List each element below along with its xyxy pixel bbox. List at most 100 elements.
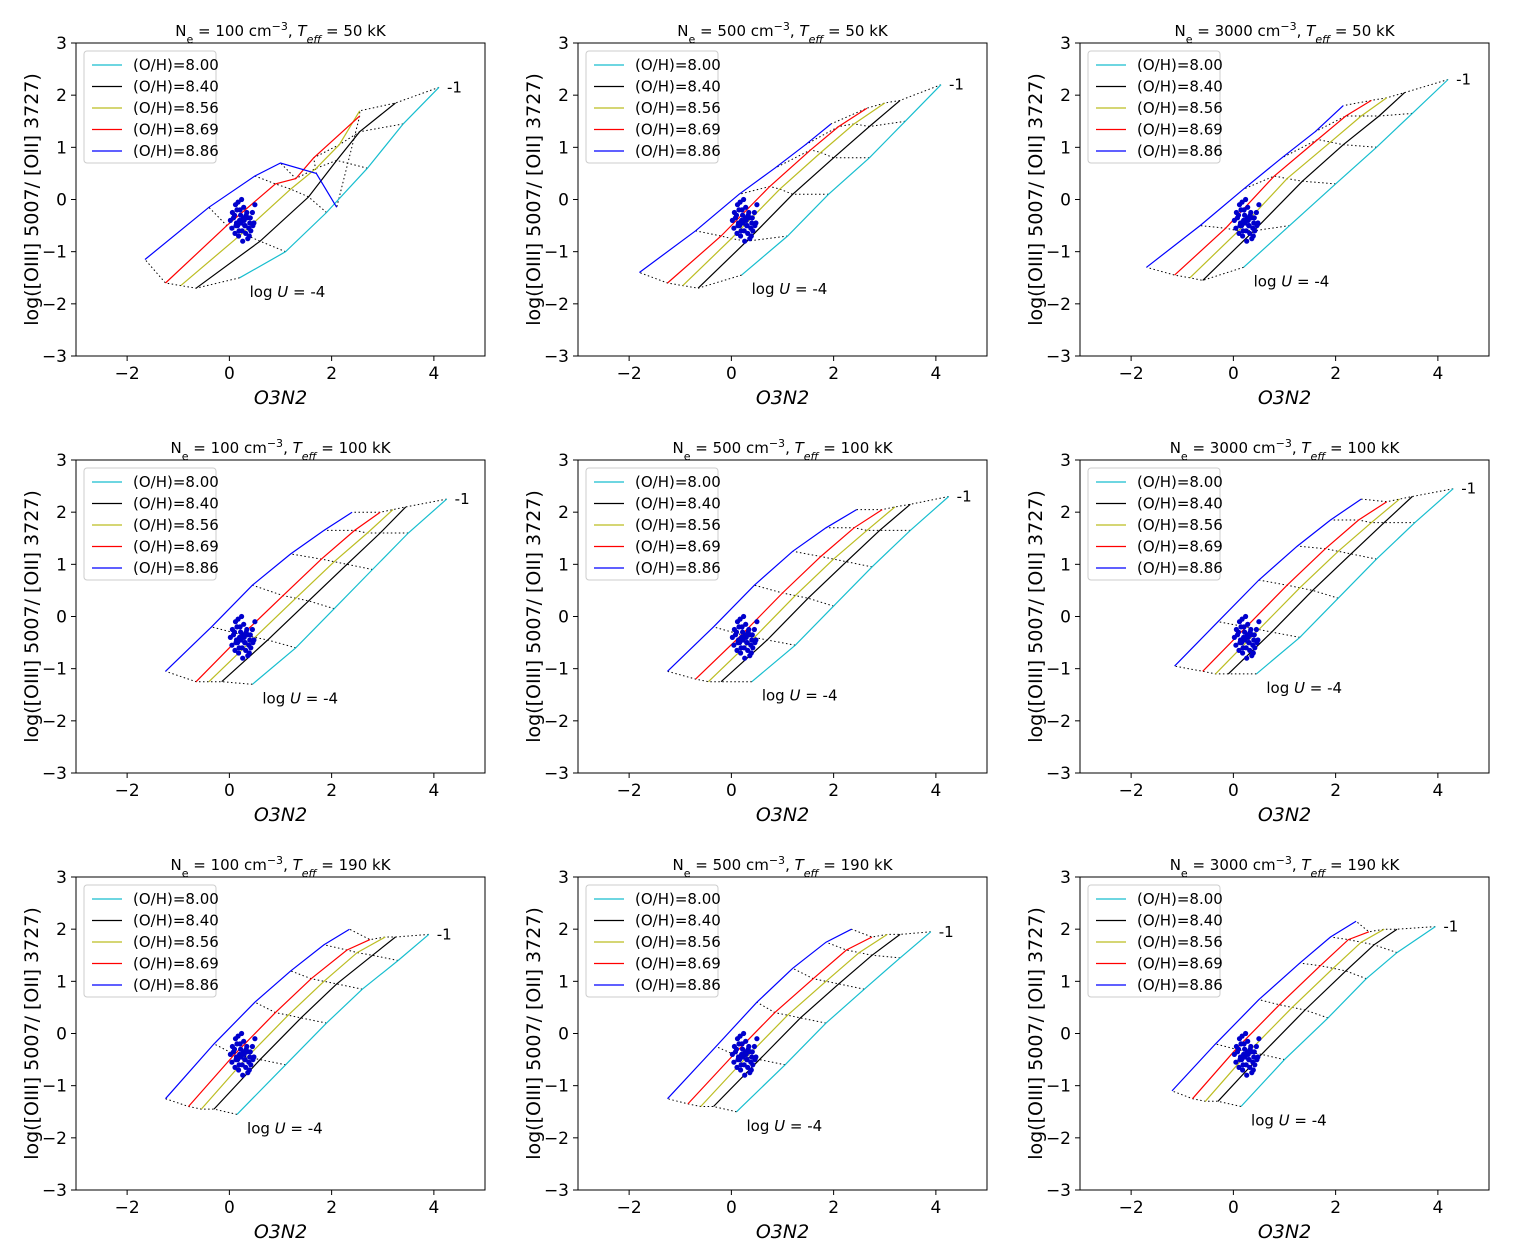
- y-tick-label: 3: [1060, 868, 1071, 888]
- panel-5: Ne = 500 cm−3, Teff = 100 kK −2 0 2 4 −3 −2 −1 0…: [523, 437, 988, 826]
- legend-label: (O/H)=8.56: [1137, 99, 1223, 117]
- observed-point: [232, 1064, 238, 1070]
- observed-point: [1233, 1059, 1239, 1065]
- y-tick-label: 3: [1060, 34, 1071, 54]
- legend-box: [585, 884, 719, 998]
- y-tick-label: 2: [1060, 503, 1071, 523]
- panel-title: Ne = 500 cm−3, Teff = 190 kK: [672, 854, 893, 880]
- legend: (O/H)=8.00 (O/H)=8.40 (O/H)=8.56 (O/H)=8.69…: [83, 884, 219, 998]
- observed-point: [738, 233, 744, 239]
- observed-point: [748, 1067, 754, 1073]
- observed-point: [251, 1054, 257, 1060]
- legend: (O/H)=8.00 (O/H)=8.40 (O/H)=8.56 (O/H)=8.69…: [1087, 467, 1223, 581]
- logu-grid-line: [1355, 920, 1436, 933]
- observed-point: [252, 202, 258, 208]
- observed-point: [246, 233, 252, 239]
- x-axis-label: O3N2: [1258, 387, 1311, 409]
- observed-point: [1251, 215, 1257, 221]
- y-tick-label: −1: [544, 660, 569, 680]
- y-tick-label: −3: [42, 347, 67, 367]
- annotation-log-u-min: log U = -4: [746, 1117, 822, 1135]
- series-line-oh-8.40: [195, 102, 396, 289]
- y-tick-label: −2: [544, 295, 569, 315]
- y-tick-label: 2: [56, 503, 67, 523]
- observed-point: [235, 616, 241, 622]
- x-axis-label: O3N2: [254, 387, 307, 409]
- series-line-oh-8.40: [720, 503, 911, 683]
- x-tick-label: −2: [1119, 364, 1144, 384]
- y-tick-label: −3: [544, 1181, 569, 1201]
- logu-grid-line: [1200, 225, 1290, 232]
- observed-point: [1245, 1038, 1251, 1044]
- observed-point: [236, 645, 242, 651]
- logu-grid-line: [1174, 665, 1257, 675]
- observed-point: [732, 632, 739, 638]
- legend-label: (O/H)=8.00: [1137, 473, 1223, 491]
- observed-point: [235, 199, 241, 205]
- x-tick-label: −2: [1119, 781, 1144, 801]
- observed-point: [246, 650, 252, 656]
- observed-point: [1247, 629, 1253, 635]
- observed-point: [241, 621, 247, 627]
- observed-point: [738, 650, 744, 656]
- observed-point: [247, 215, 253, 221]
- panel-title: Ne = 100 cm−3, Teff = 190 kK: [170, 854, 391, 880]
- series-line-oh-8.40: [697, 99, 901, 289]
- y-tick-label: −3: [544, 764, 569, 784]
- x-tick-label: 4: [428, 781, 439, 801]
- series-line-oh-8.86: [639, 123, 832, 273]
- y-axis-label: log([OIII] 5007/ [OII] 3727): [1025, 73, 1047, 326]
- legend-label: (O/H)=8.40: [1137, 912, 1223, 930]
- observed-point: [1233, 1043, 1239, 1050]
- observed-point: [240, 238, 246, 244]
- panel-3: Ne = 3000 cm−3, Teff = 50 kK −2 0 2 4 −3 −2 −1 0…: [1025, 20, 1490, 409]
- observed-point: [739, 207, 745, 213]
- x-tick-label: 4: [1432, 781, 1443, 801]
- panel-9: Ne = 3000 cm−3, Teff = 190 kK −2 0 2 4 −3 −2 −1…: [1025, 854, 1490, 1243]
- observed-point: [1237, 1057, 1243, 1063]
- observed-point: [229, 209, 235, 216]
- y-axis-label: log([OIII] 5007/ [OII] 3727): [523, 907, 545, 1160]
- legend-label: (O/H)=8.00: [635, 473, 721, 491]
- series-line-oh-8.40: [713, 933, 901, 1107]
- series-line-oh-8.00: [1256, 488, 1454, 675]
- logu-grid-line: [792, 967, 865, 990]
- legend-label: (O/H)=8.69: [1137, 121, 1223, 139]
- logu-grid-line: [1343, 79, 1449, 107]
- y-tick-label: −3: [42, 1181, 67, 1201]
- x-tick-label: 4: [930, 364, 941, 384]
- legend-label: (O/H)=8.86: [133, 976, 219, 994]
- series-line-oh-8.56: [707, 506, 896, 683]
- observed-point: [252, 619, 258, 625]
- observed-point: [243, 629, 249, 635]
- observed-point: [749, 215, 755, 221]
- x-axis-label: O3N2: [756, 804, 809, 826]
- observed-point: [731, 642, 737, 648]
- legend-label: (O/H)=8.69: [1137, 955, 1223, 973]
- x-tick-label: 2: [828, 1198, 839, 1218]
- observed-point: [242, 640, 248, 646]
- series-line-oh-8.86: [667, 509, 857, 672]
- legend-label: (O/H)=8.40: [635, 495, 721, 513]
- observed-point: [1233, 642, 1239, 648]
- x-tick-label: 2: [828, 364, 839, 384]
- observed-point: [740, 220, 746, 226]
- x-tick-label: 4: [930, 1198, 941, 1218]
- logu-grid-line: [352, 498, 447, 513]
- observed-point: [236, 1067, 242, 1073]
- observed-point: [738, 1067, 744, 1073]
- observed-point: [1239, 199, 1245, 205]
- x-tick-label: 0: [1228, 1198, 1239, 1218]
- x-tick-label: 2: [1330, 1198, 1341, 1218]
- observed-point: [1241, 1041, 1247, 1047]
- series-line-oh-8.40: [1202, 92, 1406, 281]
- y-tick-label: 3: [56, 34, 67, 54]
- logu-grid-line: [826, 527, 911, 531]
- x-axis-label: O3N2: [756, 387, 809, 409]
- y-axis-label: log([OIII] 5007/ [OII] 3727): [1025, 907, 1047, 1160]
- observed-point: [249, 626, 255, 633]
- observed-point: [235, 1033, 241, 1039]
- y-axis-label: log([OIII] 5007/ [OII] 3727): [21, 490, 43, 743]
- y-axis-label: log([OIII] 5007/ [OII] 3727): [523, 490, 545, 743]
- x-tick-label: 2: [828, 781, 839, 801]
